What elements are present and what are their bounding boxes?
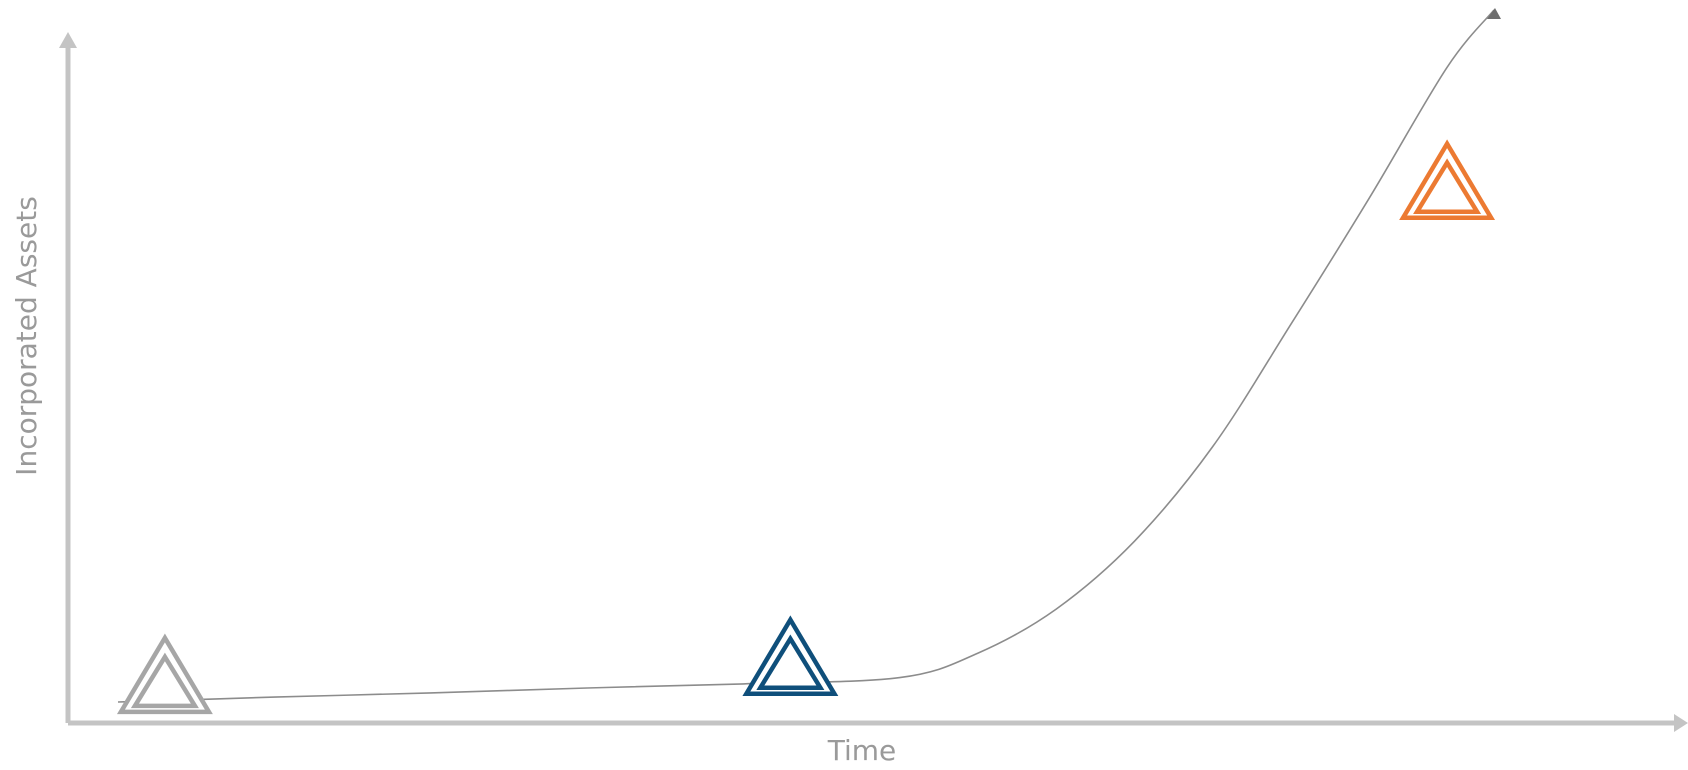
- y-axis-arrowhead: [59, 32, 77, 48]
- y-axis-title: Incorporated Assets: [10, 196, 43, 476]
- marker-triangle-3: [1399, 139, 1496, 220]
- axes-layer: [59, 32, 1688, 732]
- marker-triangle-1: [116, 633, 213, 715]
- curve-arrowhead: [1487, 8, 1501, 19]
- growth-curve-line: [117, 9, 1495, 703]
- marker-inner-outline: [1413, 158, 1482, 214]
- x-axis-title: Time: [827, 734, 897, 765]
- marker-inner-outline: [756, 634, 825, 691]
- x-axis-arrowhead: [1674, 714, 1688, 732]
- marker-triangle-2: [742, 615, 839, 697]
- marker-inner-outline: [130, 652, 199, 709]
- marker-layer: [116, 139, 1496, 715]
- curve-layer: [117, 8, 1501, 703]
